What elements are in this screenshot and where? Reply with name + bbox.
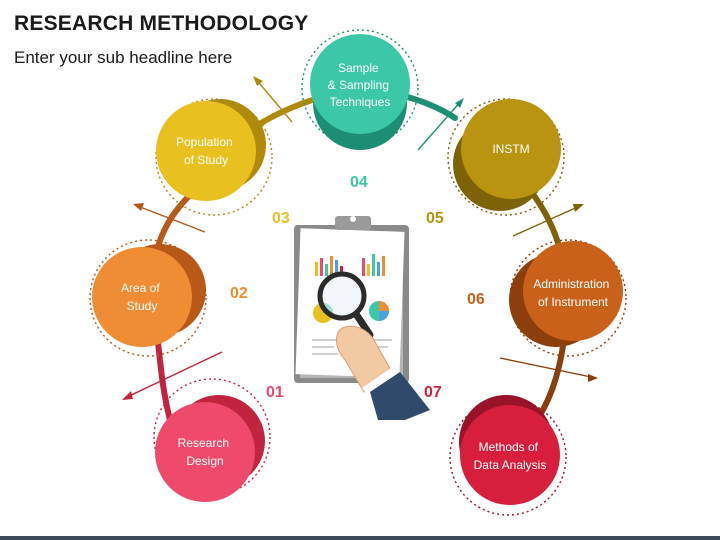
clipboard-illustration xyxy=(294,216,430,420)
dashed-ring-05 xyxy=(447,98,565,216)
step-05-number: 05 xyxy=(426,210,444,227)
bottom-bar xyxy=(0,536,720,540)
step-03-label: Population of Study xyxy=(176,135,236,167)
dashed-ring-07 xyxy=(449,398,567,516)
slide-subtitle: Enter your sub headline here xyxy=(14,48,233,67)
step-05-label: INSTM xyxy=(492,142,529,156)
bar-chart-icon xyxy=(315,254,385,276)
step-06-number: 06 xyxy=(467,291,485,308)
arrow-05 xyxy=(512,204,583,237)
step-02-number: 02 xyxy=(230,285,248,302)
step-04: Sample & Sampling Techniques xyxy=(310,34,410,150)
arch-segment-04 xyxy=(397,92,458,121)
step-04-label: Sample & Sampling Techniques xyxy=(328,61,393,109)
step-06-label: Administration of Instrument xyxy=(533,277,612,309)
dashed-ring-03 xyxy=(155,98,273,216)
step-07-number: 07 xyxy=(424,384,442,401)
arrow-04 xyxy=(417,99,463,151)
magnifier-icon xyxy=(317,271,374,339)
slide-title: RESEARCH METHODOLOGY xyxy=(14,12,309,35)
step-04-number: 04 xyxy=(350,174,368,191)
step-03: Population of Study xyxy=(156,99,266,201)
step-01-label: Research Design xyxy=(178,436,233,468)
hand-icon xyxy=(335,325,430,420)
step-03-number: 03 xyxy=(272,210,290,227)
step-05: INSTM xyxy=(453,99,561,211)
step-02-label: Area of Study xyxy=(121,281,163,313)
dashed-ring-02 xyxy=(89,239,207,357)
arrow-06 xyxy=(499,357,597,379)
arrow-02 xyxy=(134,204,206,233)
step-01: Research Design xyxy=(155,395,265,502)
arrow-01 xyxy=(124,351,223,399)
step-01-number: 01 xyxy=(266,384,284,401)
step-07: Methods of Data Analysis xyxy=(459,395,560,505)
step-02: Area of Study xyxy=(92,244,206,347)
step-07-label: Methods of Data Analysis xyxy=(474,440,547,472)
arrow-03 xyxy=(254,77,293,123)
step-06: Administration of Instrument xyxy=(509,241,623,347)
